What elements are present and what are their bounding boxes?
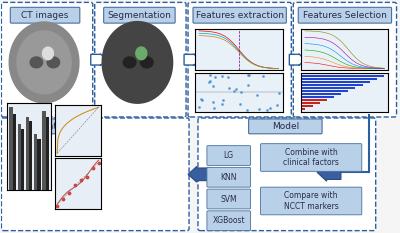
Text: XGBoost: XGBoost xyxy=(212,216,245,225)
Text: Compare with
NCCT markers: Compare with NCCT markers xyxy=(284,191,338,211)
Text: Combine with
clinical factors: Combine with clinical factors xyxy=(283,148,339,167)
FancyBboxPatch shape xyxy=(1,2,93,117)
FancyBboxPatch shape xyxy=(260,187,362,215)
FancyBboxPatch shape xyxy=(10,7,80,23)
Text: SVM: SVM xyxy=(220,195,237,203)
Text: Model: Model xyxy=(272,122,299,131)
Polygon shape xyxy=(184,54,200,66)
FancyBboxPatch shape xyxy=(293,2,396,117)
FancyBboxPatch shape xyxy=(193,7,286,23)
Polygon shape xyxy=(91,54,107,66)
Text: CT images: CT images xyxy=(21,11,69,20)
FancyBboxPatch shape xyxy=(298,7,392,23)
Polygon shape xyxy=(289,54,305,66)
Text: Segmentation: Segmentation xyxy=(108,11,171,20)
FancyBboxPatch shape xyxy=(260,144,362,171)
FancyBboxPatch shape xyxy=(198,118,376,231)
FancyBboxPatch shape xyxy=(188,2,291,117)
Text: Features extraction: Features extraction xyxy=(196,11,284,20)
FancyBboxPatch shape xyxy=(207,167,250,187)
FancyBboxPatch shape xyxy=(207,189,250,209)
Polygon shape xyxy=(317,163,341,181)
FancyBboxPatch shape xyxy=(104,7,175,23)
Text: Evaluation: Evaluation xyxy=(23,122,71,131)
Text: LG: LG xyxy=(224,151,234,160)
FancyBboxPatch shape xyxy=(10,119,84,134)
Text: Features Selection: Features Selection xyxy=(303,11,387,20)
Text: KNN: KNN xyxy=(220,173,237,182)
FancyBboxPatch shape xyxy=(249,119,322,134)
Polygon shape xyxy=(188,166,210,182)
FancyBboxPatch shape xyxy=(95,2,186,117)
FancyBboxPatch shape xyxy=(207,211,250,231)
FancyBboxPatch shape xyxy=(207,146,250,165)
FancyBboxPatch shape xyxy=(1,118,189,231)
